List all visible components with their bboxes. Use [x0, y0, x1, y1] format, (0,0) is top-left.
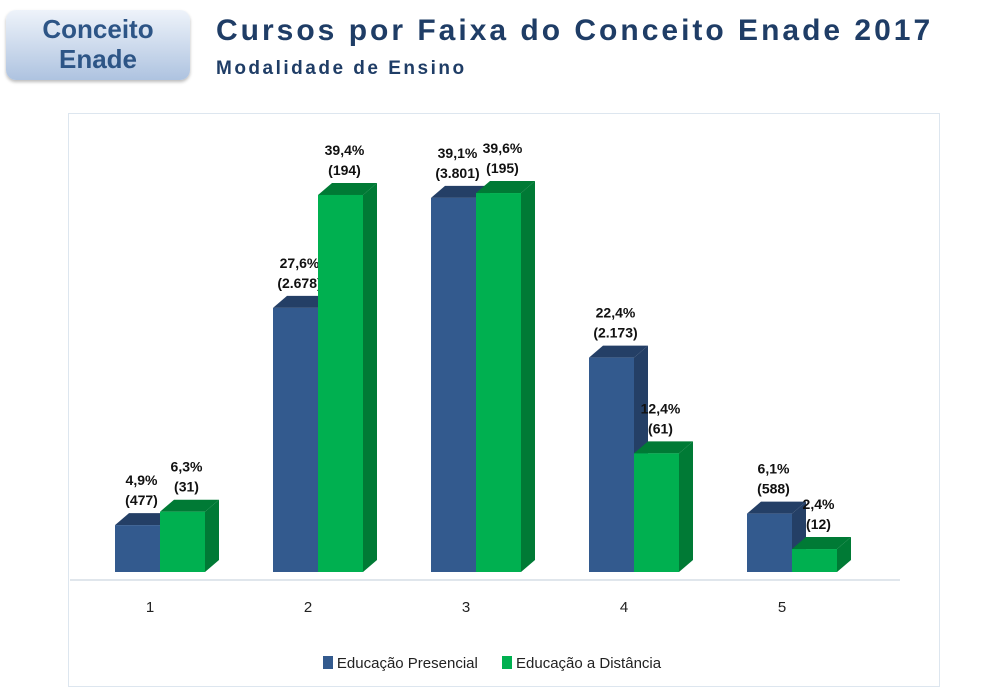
data-label-percent: 39,6%: [483, 140, 523, 156]
bar-distancia: [634, 453, 679, 572]
data-label-percent: 27,6%: [280, 255, 320, 271]
legend-label: Educação Presencial: [336, 655, 478, 672]
data-label-count: (195): [486, 160, 519, 176]
bar-top: [115, 513, 174, 526]
data-label-count: (2.678): [277, 275, 321, 291]
data-label-percent: 6,1%: [758, 461, 790, 477]
legend-item-distancia: Educação a Distância: [502, 655, 661, 672]
page-subtitle: Modalidade de Ensino: [216, 58, 467, 79]
bar-distancia: [476, 193, 521, 572]
bar-top: [792, 537, 851, 550]
data-label-count: (477): [125, 492, 158, 508]
bar-presencial: [589, 357, 634, 572]
bar-side: [679, 441, 693, 572]
bar-top: [634, 441, 693, 454]
bar-top: [476, 181, 535, 194]
bar-side: [205, 499, 219, 572]
bar-presencial: [115, 525, 160, 572]
x-tick-label: 5: [778, 599, 786, 616]
legend-label: Educação a Distância: [516, 655, 662, 672]
legend-swatch-distancia: [502, 656, 512, 669]
bar-presencial: [747, 513, 792, 572]
x-tick-label: 3: [462, 599, 470, 616]
bar-distancia: [160, 511, 205, 572]
legend-swatch-presencial: [322, 656, 333, 669]
data-label-percent: 12,4%: [641, 400, 681, 416]
data-label-percent: 39,1%: [438, 145, 478, 161]
x-tick-label: 2: [304, 599, 312, 616]
bar-side: [837, 537, 851, 572]
x-tick-label: 1: [146, 599, 154, 616]
data-label-count: (194): [328, 162, 361, 178]
x-tick-label: 4: [620, 599, 628, 616]
bar-distancia: [318, 194, 363, 572]
data-label-count: (31): [174, 479, 199, 495]
chart-frame: [68, 113, 940, 687]
bar-side: [363, 182, 377, 572]
bar-top: [431, 185, 490, 198]
bar-top: [273, 295, 332, 308]
data-label-percent: 6,3%: [171, 459, 203, 475]
bar-top: [589, 345, 648, 358]
data-label-percent: 22,4%: [596, 305, 636, 321]
data-label-count: (588): [757, 481, 790, 497]
data-label-percent: 39,4%: [325, 142, 365, 158]
bar-distancia: [792, 549, 837, 572]
data-label-count: (12): [806, 516, 831, 532]
data-label-count: (61): [648, 420, 673, 436]
data-label-percent: 4,9%: [126, 472, 158, 488]
data-label-count: (3.801): [435, 165, 479, 181]
page-title: Cursos por Faixa do Conceito Enade 2017: [216, 14, 934, 47]
bar-presencial: [273, 307, 318, 572]
legend: Educação Presencial Educação a Distância: [0, 655, 984, 672]
badge-line2: Enade: [58, 44, 138, 74]
bar-side: [521, 181, 535, 572]
data-label-percent: 2,4%: [803, 496, 835, 512]
bar-presencial: [431, 197, 476, 573]
data-label-count: (2.173): [593, 325, 637, 341]
badge-line1: Conceito: [42, 14, 154, 44]
bar-top: [160, 499, 219, 512]
concept-badge: Conceito Enade: [6, 10, 190, 80]
bar-top: [747, 501, 806, 514]
bar-top: [318, 182, 377, 195]
legend-item-presencial: Educação Presencial: [322, 655, 478, 672]
